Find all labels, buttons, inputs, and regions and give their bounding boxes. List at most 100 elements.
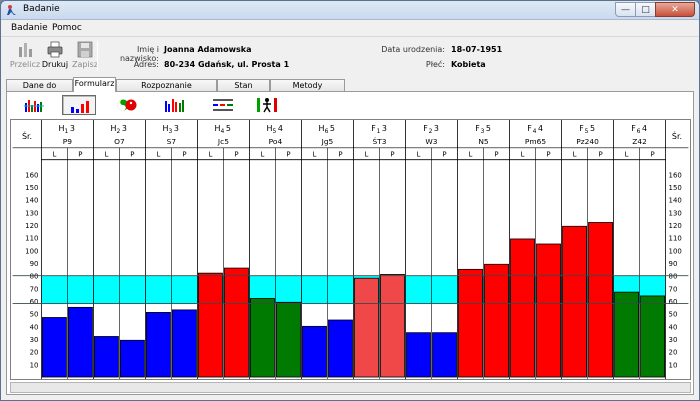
grouped-bars-button[interactable] (157, 95, 191, 115)
channel-sup-7: 3 (434, 124, 439, 133)
bar-Pz240-L (562, 225, 587, 378)
y-tick-right-12: 40 (669, 323, 678, 331)
channel-right-label-6: P (390, 151, 394, 159)
channel-sub-10: 5 (585, 128, 589, 135)
channel-right-label-10: P (598, 151, 602, 159)
channel-left-label-10: L (573, 151, 577, 159)
title-bar[interactable]: Badanie — □ ✕ (1, 1, 699, 20)
channel-sub-5: 6 (325, 128, 329, 135)
bar-O7-P (120, 339, 145, 378)
bar-Pm65-P (536, 243, 561, 378)
channel-point-1: O7 (114, 137, 125, 146)
all-channels-chart-icon (24, 100, 44, 112)
patient-address: 80-234 Gdańsk, ul. Prosta 1 (164, 60, 290, 69)
close-button[interactable]: ✕ (655, 2, 695, 17)
printer-icon (47, 41, 63, 58)
patient-sex: Kobieta (451, 60, 486, 69)
print-button[interactable]: Drukuj (40, 39, 70, 73)
channel-point-6: ŚT3 (372, 137, 386, 146)
recalculate-button[interactable]: Przelicz (10, 39, 40, 73)
name-label: Imię i nazwisko: (119, 45, 159, 63)
toolbar-separator (97, 41, 98, 71)
channel-left-label-3: L (208, 151, 212, 159)
channel-code-6: F (371, 124, 376, 133)
channel-code-11: F (631, 124, 636, 133)
channel-sub-8: 3 (481, 128, 485, 135)
y-tick-right-9: 70 (669, 285, 678, 293)
channel-right-label-7: P (442, 151, 446, 159)
horizontal-scrollbar[interactable] (10, 382, 691, 393)
sex-label: Płeć: (425, 60, 445, 69)
channel-code-4: H (267, 124, 273, 133)
recalc-chart-icon (19, 43, 32, 57)
channel-left-label-0: L (52, 151, 56, 159)
bar-Jg5-L (302, 325, 327, 378)
birth-date-label: Data urodzenia: (381, 45, 445, 54)
channel-right-label-8: P (494, 151, 498, 159)
channel-code-7: F (423, 124, 428, 133)
yin-yang-icon (117, 99, 137, 111)
bar-Pz240-P (588, 222, 613, 378)
channel-left-label-9: L (521, 151, 525, 159)
y-tick-right-0: 160 (669, 171, 682, 179)
yin-yang-button[interactable] (110, 95, 144, 115)
bar-ŚT3-L (354, 277, 379, 378)
channel-point-4: Po4 (269, 137, 283, 146)
body-figure-button[interactable] (250, 95, 284, 115)
y-tick-left-6: 100 (25, 247, 38, 255)
y-tick-right-11: 50 (669, 311, 678, 319)
channel-sup-2: 3 (174, 124, 179, 133)
maximize-button[interactable]: □ (635, 2, 656, 17)
channel-point-3: Jc5 (217, 137, 229, 146)
y-tick-right-3: 130 (669, 209, 682, 217)
menu-pomoc[interactable]: Pomoc (52, 23, 82, 33)
bar-N5-L (458, 268, 483, 378)
bar-Po4-P (276, 301, 301, 378)
channel-right-label-4: P (286, 151, 290, 159)
channel-right-label-5: P (338, 151, 342, 159)
y-tick-left-1: 150 (25, 184, 38, 192)
menu-badanie[interactable]: Badanie (11, 23, 48, 33)
table-view-button[interactable] (205, 95, 239, 115)
bar-ŚT3-P (380, 274, 405, 378)
y-tick-left-12: 40 (30, 323, 39, 331)
channel-sub-0: 1 (65, 128, 69, 135)
y-tick-right-8: 80 (669, 273, 678, 281)
save-button[interactable]: Zapisz (70, 39, 100, 73)
all-channels-chart-button[interactable] (17, 95, 51, 115)
y-tick-left-9: 70 (30, 285, 39, 293)
channel-sup-6: 3 (382, 124, 387, 133)
channel-sub-2: 3 (169, 128, 173, 135)
channel-right-label-1: P (130, 151, 134, 159)
channel-sup-10: 5 (590, 124, 595, 133)
bar-chart-view-icon (71, 101, 89, 113)
channel-sub-7: 2 (429, 128, 433, 135)
channel-sub-11: 6 (637, 128, 641, 135)
channel-left-label-4: L (261, 151, 265, 159)
bar-S7-L (146, 312, 171, 378)
bar-P9-L (41, 317, 67, 378)
bar-N5-P (484, 263, 509, 378)
channel-point-11: Z42 (632, 137, 647, 146)
y-tick-left-2: 140 (25, 197, 38, 205)
y-tick-right-2: 140 (669, 197, 682, 205)
channel-sup-4: 4 (278, 124, 283, 133)
bar-chart-view-button[interactable] (62, 95, 96, 115)
bar-Jc5-P (224, 267, 249, 378)
tab-formularz[interactable]: Formularz (73, 77, 116, 92)
y-tick-right-5: 110 (669, 235, 682, 243)
toolbar: Przelicz Drukuj Zapisz Imię i nazwisko: … (1, 36, 699, 75)
channel-left-label-11: L (625, 151, 629, 159)
channel-sup-11: 4 (642, 124, 647, 133)
channel-sub-9: 4 (533, 128, 537, 135)
app-icon (7, 5, 16, 15)
channel-point-0: P9 (63, 137, 72, 146)
channel-point-5: Jg5 (321, 137, 334, 146)
minimize-button[interactable]: — (615, 2, 636, 17)
channel-right-label-0: P (78, 151, 82, 159)
y-tick-left-11: 50 (30, 311, 39, 319)
bar-W3-L (406, 332, 431, 378)
y-tick-right-1: 150 (669, 184, 682, 192)
